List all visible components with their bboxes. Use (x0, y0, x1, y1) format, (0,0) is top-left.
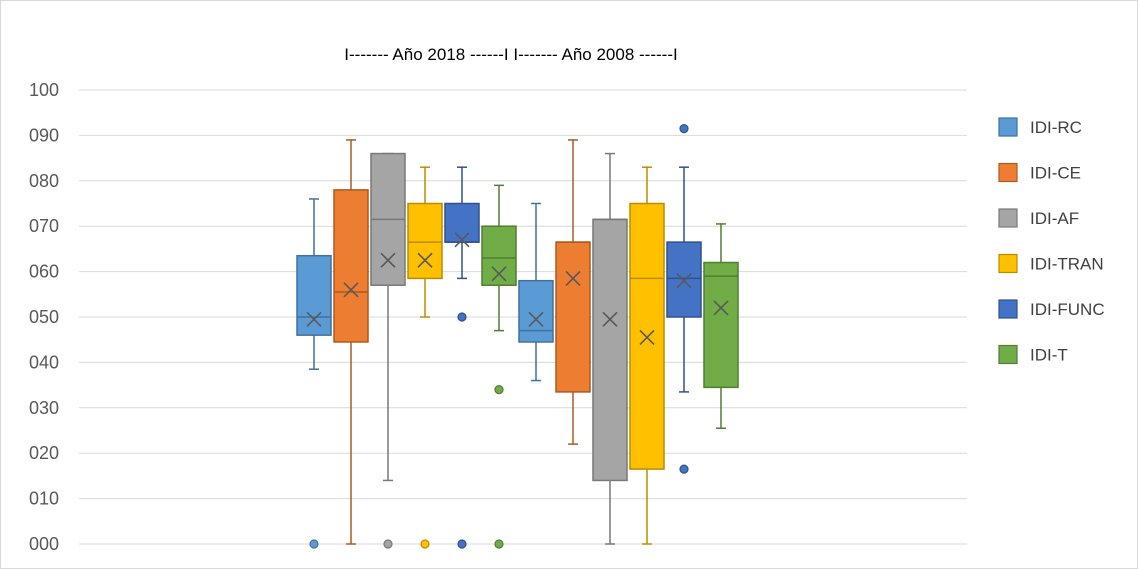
legend-item-idi-rc: IDI-RC (998, 117, 1082, 137)
legend-item-idi-func: IDI-FUNC (998, 299, 1105, 319)
box-group (296, 139, 517, 549)
mean-marker (343, 282, 359, 298)
legend: IDI-RC IDI-CE IDI-AF IDI-TRAN IDI-FUNC IDI-T (998, 117, 1105, 365)
box-idi-ce (333, 139, 369, 545)
y-tick-label: 010 (29, 489, 59, 509)
legend-label: IDI-RC (1030, 118, 1082, 137)
y-tick-label: 040 (29, 352, 59, 372)
legend-label: IDI-CE (1030, 164, 1081, 183)
mean-marker (417, 252, 433, 268)
legend-swatch (998, 299, 1018, 319)
outlier-point (679, 464, 689, 474)
y-tick-label: 050 (29, 307, 59, 327)
outlier-point (679, 123, 689, 134)
box-idi-t (481, 184, 517, 549)
plot-area (296, 123, 739, 549)
y-tick-label: 100 (29, 80, 59, 100)
outlier-point (494, 385, 504, 395)
box-iqr (296, 254, 332, 336)
box-iqr (666, 241, 702, 318)
mean-marker (676, 273, 692, 289)
legend-label: IDI-TRAN (1030, 255, 1104, 274)
legend-label: IDI-T (1030, 346, 1068, 365)
y-tick-label: 080 (29, 171, 59, 191)
legend-swatch (998, 253, 1018, 274)
box-iqr (407, 202, 443, 280)
mean-marker (565, 270, 581, 286)
box-iqr (555, 241, 591, 393)
y-tick-label: 020 (29, 443, 59, 463)
legend-swatch (998, 117, 1018, 137)
box-iqr (703, 261, 739, 389)
box-iqr (629, 202, 665, 470)
mean-marker (602, 311, 618, 327)
y-tick-label: 070 (29, 216, 59, 236)
outlier-point (457, 539, 467, 549)
mean-marker (639, 329, 655, 345)
y-tick-label: 090 (29, 125, 59, 145)
mean-marker (713, 300, 729, 316)
mean-marker (491, 266, 507, 282)
outlier-point (420, 539, 430, 549)
box-idi-ce (555, 139, 591, 445)
legend-swatch (998, 344, 1018, 365)
legend-swatch (998, 208, 1018, 228)
legend-label: IDI-AF (1030, 209, 1079, 228)
mean-marker (528, 311, 544, 327)
box-iqr (333, 189, 369, 343)
box-iqr (592, 218, 628, 482)
outlier-point (457, 312, 467, 322)
box-idi-rc (518, 202, 554, 382)
box-idi-tran (629, 166, 665, 545)
y-tick-label: 060 (29, 262, 59, 282)
y-tick-label: 000 (29, 534, 59, 554)
legend-item-idi-tran: IDI-TRAN (998, 253, 1104, 274)
y-tick-label: 030 (29, 398, 59, 418)
mean-marker (454, 232, 470, 248)
box-idi-func (666, 123, 702, 474)
legend-label: IDI-FUNC (1030, 300, 1105, 319)
box-group (518, 123, 739, 545)
y-axis-ticks: 000 010 020 030 040 050 060 070 080 090 100 (29, 80, 59, 554)
box-idi-rc (296, 198, 332, 549)
mean-marker (306, 311, 322, 327)
box-idi-t (703, 223, 739, 429)
box-iqr (518, 279, 554, 343)
chart-title: I------- Año 2018 ------I I------- Año 2… (344, 45, 677, 64)
box-idi-func (444, 166, 480, 549)
legend-swatch (998, 162, 1018, 183)
box-idi-tran (407, 166, 443, 549)
legend-item-idi-af: IDI-AF (998, 208, 1079, 228)
box-iqr (481, 225, 517, 286)
legend-item-idi-ce: IDI-CE (998, 162, 1081, 183)
outlier-point (383, 539, 393, 549)
outlier-point (309, 539, 319, 549)
box-idi-af (592, 152, 628, 545)
mean-marker (380, 252, 396, 268)
legend-item-idi-t: IDI-T (998, 344, 1068, 365)
box-iqr (444, 202, 480, 243)
outlier-point (494, 539, 504, 549)
box-idi-af (370, 152, 406, 549)
